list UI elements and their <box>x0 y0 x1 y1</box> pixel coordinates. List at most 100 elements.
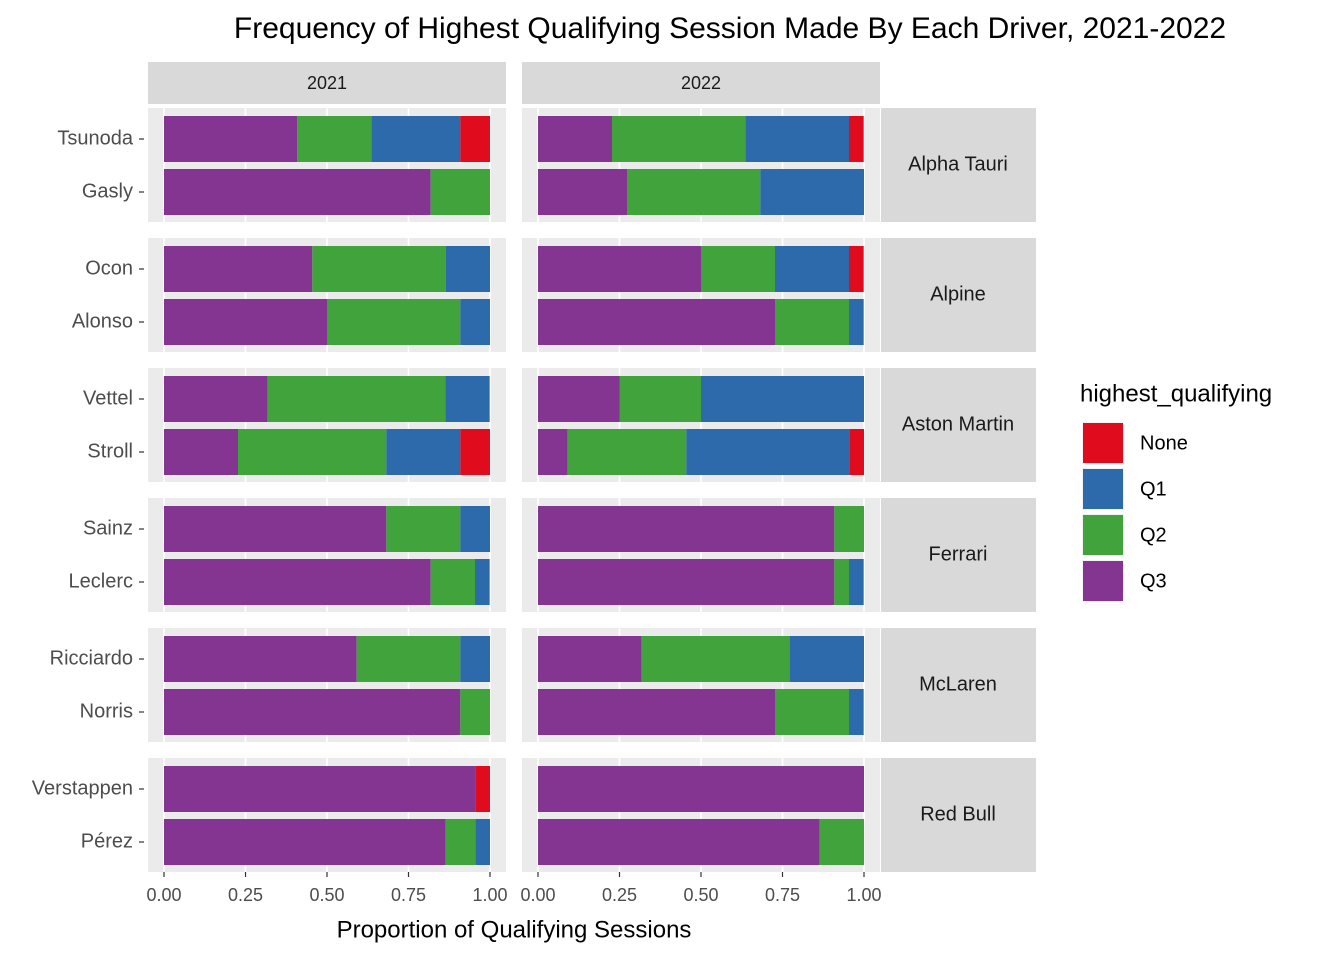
bar-segment <box>164 689 461 735</box>
bar-segment <box>460 636 490 682</box>
bar-segment <box>538 299 776 345</box>
bar-segment <box>567 429 687 475</box>
x-tick-label: 0.25 <box>602 885 637 905</box>
bar-segment <box>327 299 461 345</box>
bar-segment <box>849 689 864 735</box>
x-tick-label: 0.75 <box>765 885 800 905</box>
bar-segment <box>849 299 864 345</box>
y-tick-label: Stroll <box>87 440 133 462</box>
facet-label: 2022 <box>681 73 721 93</box>
group-strip <box>881 108 1036 222</box>
group-strip <box>881 758 1036 872</box>
bar-segment <box>538 429 568 475</box>
bar-segment <box>834 506 864 552</box>
x-tick-label: 0.75 <box>391 885 426 905</box>
bar-segment <box>538 116 613 162</box>
x-tick-label: 0.00 <box>146 885 181 905</box>
bar-segment <box>430 169 490 215</box>
legend-swatch <box>1083 423 1123 463</box>
bar-segment <box>164 766 476 812</box>
bar-segment <box>386 429 461 475</box>
bar-segment <box>538 636 642 682</box>
bar-segment <box>460 689 490 735</box>
bar-segment <box>164 559 431 605</box>
bar-segment <box>789 636 864 682</box>
bar-segment <box>164 169 431 215</box>
group-label: Alpine <box>930 283 986 305</box>
legend-swatch <box>1083 515 1123 555</box>
bar-segment <box>445 246 490 292</box>
bar-segment <box>430 559 476 605</box>
x-tick-label: 0.00 <box>520 885 555 905</box>
legend-label: Q2 <box>1140 524 1167 546</box>
bar-segment <box>849 559 864 605</box>
bar-segment <box>371 116 461 162</box>
bar-segment <box>538 506 835 552</box>
bar-segment <box>445 376 490 422</box>
y-tick-label: Pérez <box>81 830 133 852</box>
y-tick-label: Norris <box>80 700 133 722</box>
bar-segment <box>641 636 790 682</box>
bar-segment <box>819 819 864 865</box>
bar-segment <box>760 169 864 215</box>
y-tick-label: Ocon <box>85 257 133 279</box>
facet-strip <box>148 62 506 104</box>
bar-segment <box>538 559 835 605</box>
x-tick-label: 1.00 <box>846 885 881 905</box>
chart-title: Frequency of Highest Qualifying Session … <box>234 12 1226 45</box>
bar-segment <box>164 429 239 475</box>
bar-segment <box>164 246 313 292</box>
bar-segment <box>164 819 446 865</box>
bar-segment <box>164 116 298 162</box>
facet-strip <box>522 62 880 104</box>
y-tick-label: Tsunoda <box>57 127 133 149</box>
bar-segment <box>849 116 864 162</box>
group-label: Aston Martin <box>902 413 1014 435</box>
group-strip <box>881 498 1036 612</box>
bar-segment <box>775 246 850 292</box>
group-strip <box>881 238 1036 352</box>
group-strip <box>881 368 1036 482</box>
y-tick-label: Alonso <box>72 310 133 332</box>
bar-segment <box>775 299 850 345</box>
bar-segment <box>312 246 446 292</box>
bar-segment <box>356 636 461 682</box>
y-tick-label: Verstappen <box>32 777 133 799</box>
bar-segment <box>386 506 461 552</box>
y-tick-label: Sainz <box>83 517 133 539</box>
legend-swatch <box>1083 561 1123 601</box>
bar-segment <box>164 636 357 682</box>
bar-segment <box>626 169 761 215</box>
bar-segment <box>538 169 627 215</box>
legend-title: highest_qualifying <box>1080 380 1272 407</box>
x-axis-title: Proportion of Qualifying Sessions <box>337 916 692 943</box>
x-tick-label: 1.00 <box>472 885 507 905</box>
bar-segment <box>701 376 864 422</box>
bar-segment <box>619 376 701 422</box>
y-tick-label: Ricciardo <box>50 647 133 669</box>
bar-segment <box>475 559 490 605</box>
bar-segment <box>238 429 387 475</box>
y-tick-label: Leclerc <box>69 570 133 592</box>
legend-label: Q1 <box>1140 478 1167 500</box>
bar-segment <box>538 376 620 422</box>
group-label: Alpha Tauri <box>908 153 1008 175</box>
y-tick-label: Vettel <box>83 387 133 409</box>
bar-segment <box>834 559 850 605</box>
bar-segment <box>267 376 446 422</box>
bar-segment <box>445 819 476 865</box>
bar-segment <box>297 116 372 162</box>
bar-segment <box>164 299 327 345</box>
group-label: Ferrari <box>929 543 988 565</box>
bar-segment <box>775 689 850 735</box>
bar-segment <box>538 246 701 292</box>
bar-segment <box>475 819 490 865</box>
legend-swatch <box>1083 469 1123 509</box>
bar-segment <box>538 689 776 735</box>
bar-segment <box>686 429 850 475</box>
bar-segment <box>164 506 387 552</box>
bar-segment <box>849 246 864 292</box>
bar-segment <box>460 429 490 475</box>
bar-segment <box>460 299 490 345</box>
